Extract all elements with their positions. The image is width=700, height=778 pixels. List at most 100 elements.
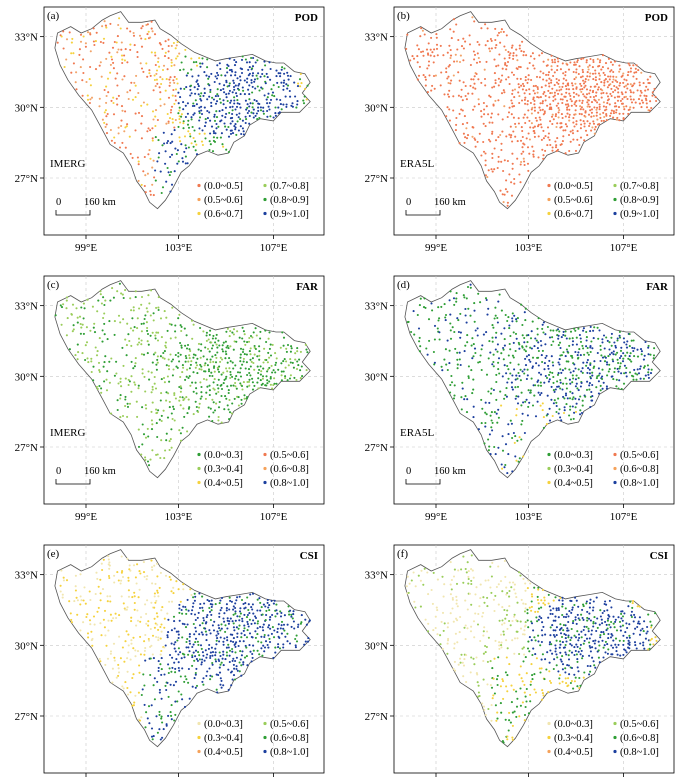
station-dot bbox=[612, 353, 615, 356]
station-dot bbox=[212, 136, 215, 139]
station-dot bbox=[232, 79, 235, 82]
station-dot bbox=[576, 60, 579, 64]
station-dot bbox=[597, 374, 600, 377]
station-dot bbox=[574, 378, 577, 381]
station-dot bbox=[160, 336, 163, 339]
station-dot bbox=[247, 68, 250, 71]
station-dot bbox=[647, 376, 650, 379]
station-dot bbox=[109, 71, 112, 74]
station-dot bbox=[190, 92, 193, 95]
station-dot bbox=[532, 96, 535, 99]
station-dot bbox=[94, 592, 97, 596]
station-dot bbox=[148, 149, 151, 152]
station-dot bbox=[70, 52, 73, 55]
station-dot bbox=[521, 633, 525, 636]
station-dot bbox=[443, 358, 446, 361]
station-dot bbox=[493, 411, 496, 414]
station-dot bbox=[535, 339, 538, 342]
station-dot bbox=[228, 335, 231, 338]
station-dot bbox=[500, 641, 503, 644]
station-dot bbox=[168, 667, 171, 670]
station-dot bbox=[601, 338, 604, 341]
station-dots bbox=[54, 282, 309, 467]
legend-swatch bbox=[613, 466, 617, 471]
station-dot bbox=[200, 395, 203, 398]
station-dot bbox=[289, 350, 292, 353]
station-dot bbox=[229, 384, 233, 387]
station-dot bbox=[580, 370, 583, 373]
station-dot bbox=[144, 659, 147, 662]
station-dot bbox=[196, 616, 199, 619]
station-dot bbox=[505, 68, 508, 71]
station-dot bbox=[106, 370, 109, 373]
station-dot bbox=[581, 344, 584, 347]
station-dot bbox=[533, 109, 536, 112]
station-dot bbox=[137, 179, 140, 182]
station-dot bbox=[187, 667, 190, 671]
station-dot bbox=[146, 717, 149, 720]
station-dot bbox=[81, 94, 84, 97]
station-dot bbox=[527, 579, 530, 582]
station-dot bbox=[177, 355, 180, 358]
station-dot bbox=[486, 630, 489, 633]
station-dot bbox=[252, 116, 255, 119]
station-dot bbox=[581, 608, 584, 611]
station-dot bbox=[472, 108, 475, 111]
station-dot bbox=[620, 355, 623, 358]
station-dot bbox=[68, 600, 71, 603]
station-dot bbox=[637, 372, 641, 375]
station-dot bbox=[251, 652, 254, 656]
station-dot bbox=[601, 622, 604, 625]
station-dot bbox=[484, 411, 487, 414]
station-dot bbox=[174, 700, 177, 703]
station-dot bbox=[151, 401, 154, 404]
station-dot bbox=[456, 317, 459, 320]
station-dot bbox=[544, 99, 547, 102]
station-dot bbox=[533, 345, 536, 348]
station-dot bbox=[270, 364, 273, 367]
station-dot bbox=[154, 85, 157, 88]
station-dot bbox=[541, 327, 544, 330]
station-dot bbox=[428, 339, 431, 342]
station-dot bbox=[450, 578, 453, 582]
station-dot bbox=[230, 600, 233, 603]
station-dot bbox=[189, 588, 192, 591]
station-dot bbox=[265, 375, 268, 378]
scale-bar-zero: 0 bbox=[56, 197, 61, 208]
station-dot bbox=[217, 368, 220, 371]
station-dot bbox=[578, 99, 581, 102]
station-dot bbox=[539, 373, 543, 376]
station-dot bbox=[503, 344, 506, 347]
station-dot bbox=[485, 413, 488, 416]
station-dot bbox=[127, 589, 130, 592]
station-dot bbox=[189, 84, 193, 87]
station-dot bbox=[256, 381, 259, 384]
station-dot bbox=[105, 123, 108, 126]
station-dot bbox=[223, 408, 226, 411]
station-dot bbox=[226, 385, 229, 388]
station-dot bbox=[460, 95, 463, 98]
station-dot bbox=[128, 564, 131, 567]
station-dot bbox=[536, 91, 539, 94]
station-dot bbox=[506, 364, 509, 368]
station-dot bbox=[204, 397, 207, 400]
station-dot bbox=[135, 582, 138, 585]
station-dot bbox=[629, 95, 632, 98]
station-dot bbox=[239, 356, 242, 359]
station-dot bbox=[632, 91, 635, 94]
station-dot bbox=[195, 361, 198, 364]
station-dot bbox=[493, 445, 496, 449]
station-dot bbox=[134, 296, 137, 299]
station-dot bbox=[506, 319, 509, 323]
station-dot bbox=[103, 380, 106, 383]
station-dot bbox=[613, 84, 616, 88]
station-dot bbox=[100, 634, 103, 637]
station-dot bbox=[155, 715, 158, 718]
station-dot bbox=[436, 327, 439, 330]
station-dot bbox=[191, 656, 194, 659]
station-dot bbox=[569, 390, 572, 393]
station-dot bbox=[274, 371, 277, 374]
station-dot bbox=[206, 598, 209, 602]
station-dot bbox=[535, 75, 539, 78]
station-dot bbox=[100, 387, 103, 390]
